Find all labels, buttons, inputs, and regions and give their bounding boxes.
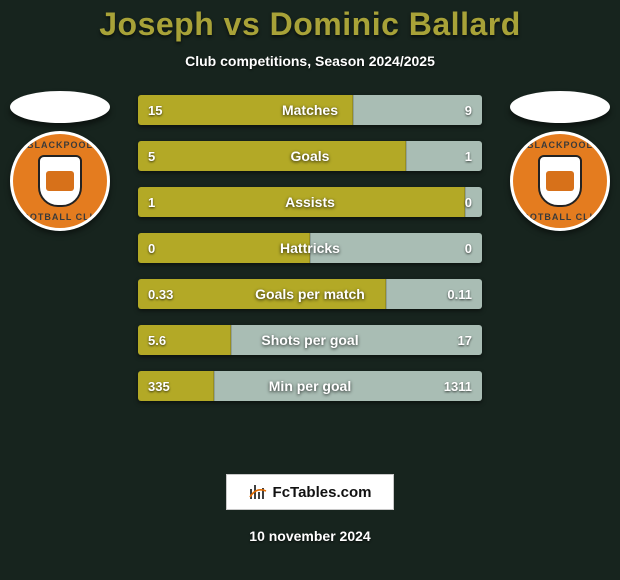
stat-track [138,371,482,401]
stat-value-left: 0.33 [138,279,183,309]
subtitle: Club competitions, Season 2024/2025 [0,53,620,69]
stat-row: 51Goals [138,141,482,171]
crest-shield [38,155,82,207]
stat-row: 0.330.11Goals per match [138,279,482,309]
stat-fill-right [231,325,482,355]
avatar-ellipse [10,91,110,123]
stat-value-left: 5 [138,141,165,171]
crest-bottom-text: FOOTBALL CLUB [15,212,104,222]
footer: FcTables.com 10 november 2024 [0,474,620,544]
stat-track [138,325,482,355]
club-crest-left: BLACKPOOL FOOTBALL CLUB [10,131,110,231]
page-title: Joseph vs Dominic Ballard [0,6,620,43]
stat-row: 5.617Shots per goal [138,325,482,355]
stat-track [138,95,482,125]
stat-value-left: 0 [138,233,165,263]
stat-track [138,187,482,217]
player-right: BLACKPOOL FOOTBALL CLUB [510,91,610,231]
stat-value-right: 17 [448,325,482,355]
stat-value-right: 0.11 [437,279,482,309]
crest-top-text: BLACKPOOL [527,140,593,150]
stat-value-left: 5.6 [138,325,176,355]
brand-logo-icon [249,483,267,501]
stat-row: 159Matches [138,95,482,125]
comparison-card: Joseph vs Dominic Ballard Club competiti… [0,0,620,580]
stat-value-right: 9 [455,95,482,125]
comparison-arena: BLACKPOOL FOOTBALL CLUB BLACKPOOL FOOTBA… [0,95,620,475]
crest-shield [538,155,582,207]
stat-bars: 159Matches51Goals10Assists00Hattricks0.3… [138,95,482,417]
stat-value-right: 0 [455,233,482,263]
stat-value-left: 1 [138,187,165,217]
stat-value-left: 335 [138,371,180,401]
crest-top-text: BLACKPOOL [27,140,93,150]
crest-bottom-text: FOOTBALL CLUB [515,212,604,222]
stat-row: 3351311Min per goal [138,371,482,401]
stat-fill-left [138,141,406,171]
stat-value-right: 1 [455,141,482,171]
player-left: BLACKPOOL FOOTBALL CLUB [10,91,110,231]
stat-value-right: 1311 [434,371,482,401]
stat-value-right: 0 [455,187,482,217]
date-text: 10 november 2024 [0,528,620,544]
club-crest-right: BLACKPOOL FOOTBALL CLUB [510,131,610,231]
brand-text: FcTables.com [273,484,372,501]
stat-track [138,233,482,263]
stat-fill-left [138,187,465,217]
brand-link[interactable]: FcTables.com [226,474,395,510]
stat-value-left: 15 [138,95,172,125]
stat-row: 00Hattricks [138,233,482,263]
stat-track [138,279,482,309]
avatar-ellipse [510,91,610,123]
stat-track [138,141,482,171]
stat-row: 10Assists [138,187,482,217]
